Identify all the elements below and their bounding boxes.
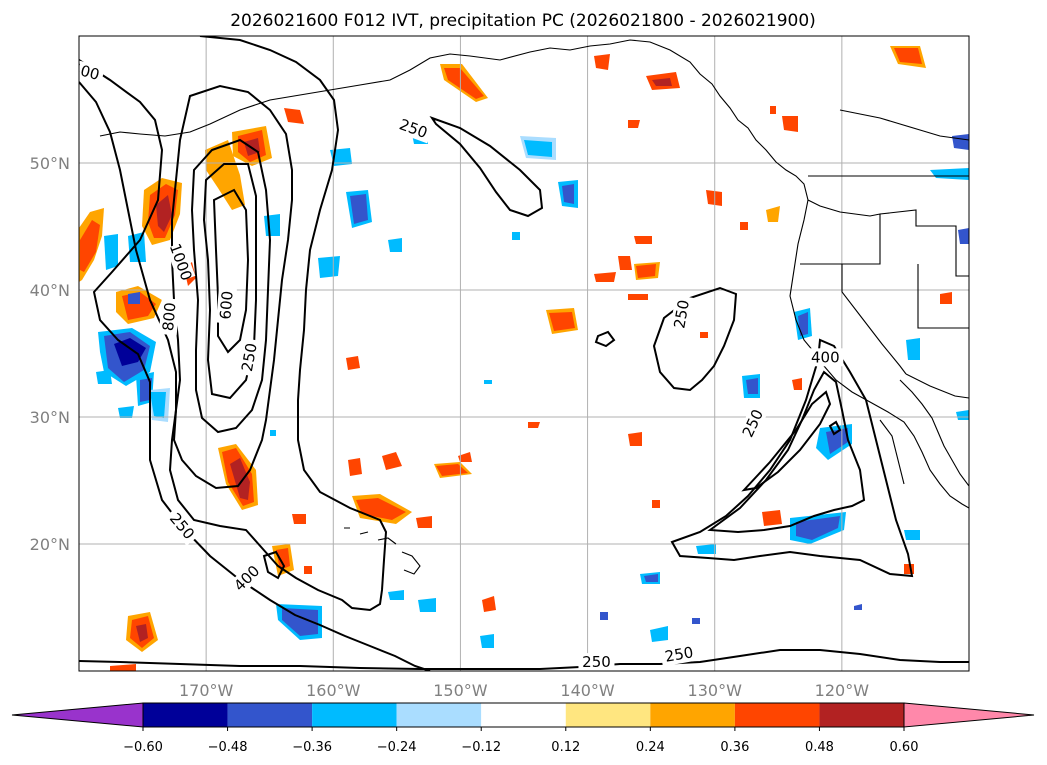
y-tick-label: 40°N — [30, 281, 70, 300]
x-tick-label: 140°W — [560, 681, 615, 700]
ivt-label-background — [669, 294, 694, 334]
x-tick-label: 170°W — [179, 681, 234, 700]
y-tick-label: 30°N — [30, 408, 70, 427]
x-tick-label: 130°W — [688, 681, 743, 700]
colorbar-segment — [312, 703, 397, 727]
ivt-label-text: 250 — [670, 298, 693, 329]
colorbar-segment — [481, 703, 566, 727]
ivt-label: 250 — [669, 294, 694, 334]
ivt-label: 400 — [69, 58, 106, 85]
precipitation-shading — [79, 46, 969, 671]
x-tick-label: 120°W — [815, 681, 870, 700]
ivt-label-background — [158, 297, 180, 336]
colorbar-tick-label: −0.24 — [377, 740, 417, 755]
colorbar-segment — [227, 703, 313, 727]
colorbar-tick-label: −0.36 — [292, 740, 332, 755]
ivt-label: 600 — [215, 286, 238, 324]
colorbar-frame — [142, 702, 905, 728]
colorbar-tick-label: −0.48 — [208, 740, 248, 755]
ivt-label-text: 800 — [159, 302, 179, 332]
y-axis-tick-labels: 50°N 40°N 30°N 20°N — [30, 154, 70, 554]
ivt-label-text: 250 — [238, 342, 261, 373]
colorbar-segment — [734, 703, 820, 727]
ivt-label-background — [166, 242, 196, 283]
x-tick-label: 160°W — [306, 681, 361, 700]
ivt-label-background — [737, 403, 769, 444]
ivt-label-text: 600 — [216, 290, 236, 320]
coastlines — [99, 39, 969, 575]
ivt-label-text: 250 — [582, 653, 611, 671]
colorbar-tick-label: 0.48 — [805, 740, 834, 755]
precip-negative-areas — [96, 132, 969, 648]
ivt-label-background — [215, 286, 238, 324]
ivt-label-text: 400 — [69, 59, 101, 84]
ivt-label-text: 400 — [811, 348, 840, 366]
x-tick-label: 150°W — [433, 681, 488, 700]
ivt-label-background — [807, 348, 844, 367]
colorbar-segment — [565, 703, 651, 727]
ivt-label-background — [163, 506, 201, 546]
gridlines — [79, 36, 969, 671]
colorbar-extend-low — [11, 702, 144, 728]
colorbar: −0.60 −0.48 −0.36 −0.24 −0.12 0.12 0.24 0.36 0.4… — [11, 702, 1035, 755]
ivt-label: 250 — [578, 653, 615, 671]
colorbar-extend-high — [903, 702, 1035, 728]
ivt-label: 400 — [807, 348, 844, 367]
colorbar-segment — [819, 703, 904, 727]
colorbar-tick-label: 0.24 — [636, 740, 665, 755]
colorbar-segment — [650, 703, 735, 727]
colorbar-segment — [396, 703, 482, 727]
ivt-label-background — [227, 559, 266, 598]
colorbar-tick-label: −0.12 — [461, 740, 501, 755]
ivt-label-background — [659, 642, 699, 667]
ivt-label: 250 — [659, 642, 699, 667]
y-tick-label: 50°N — [30, 154, 70, 173]
precip-cluster-west — [79, 46, 952, 671]
colorbar-tick-label: −0.60 — [123, 740, 163, 755]
chart-title: 2026021600 F012 IVT, precipitation PC (2… — [230, 11, 816, 31]
colorbar-tick-label: 0.36 — [720, 740, 749, 755]
ivt-label: 800 — [158, 297, 180, 336]
map-frame — [78, 35, 970, 672]
ivt-label-background — [578, 653, 615, 671]
ivt-label-background — [393, 114, 434, 144]
y-tick-label: 20°N — [30, 535, 70, 554]
colorbar-tick-label: 0.60 — [890, 740, 919, 755]
ivt-label-text: 250 — [663, 643, 694, 666]
x-axis-tick-labels: 170°W 160°W 150°W 140°W 130°W 120°W — [179, 681, 869, 700]
ivt-label-background — [237, 338, 262, 377]
colorbar-segment — [143, 703, 228, 727]
ivt-label: 250 — [237, 338, 262, 377]
colorbar-tick-label: 0.12 — [551, 740, 580, 755]
